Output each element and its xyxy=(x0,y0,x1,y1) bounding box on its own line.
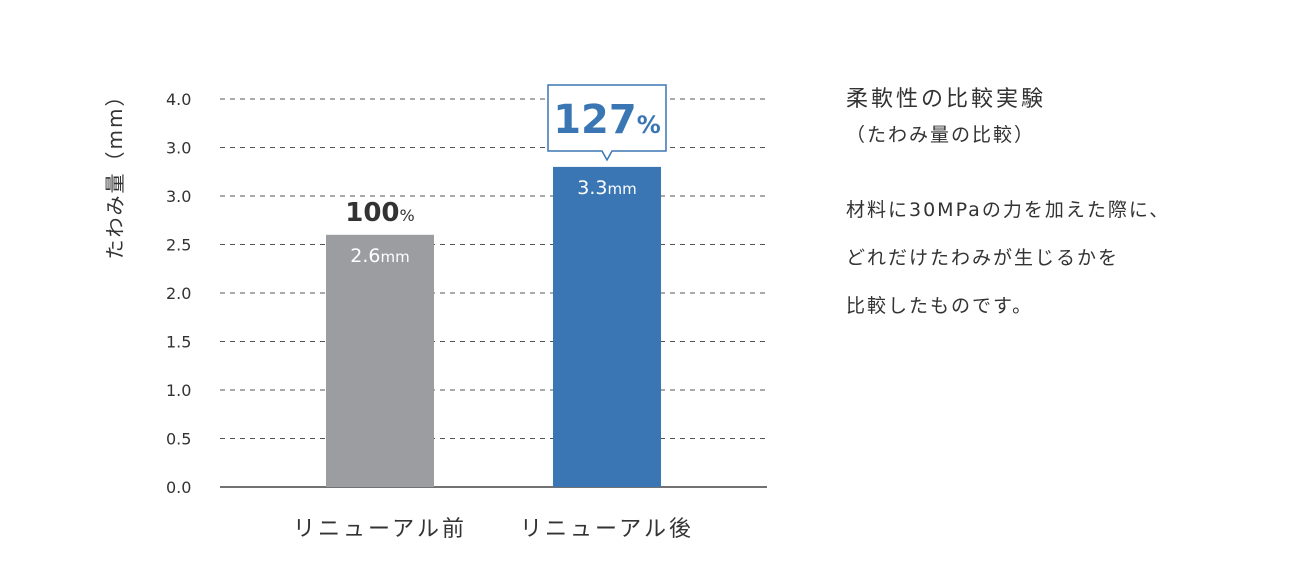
callout-box xyxy=(547,84,667,162)
bar-value-label: 2.6mm xyxy=(350,245,409,267)
percent-label: 100% xyxy=(345,198,414,228)
percent-label: 127% xyxy=(553,97,661,143)
y-tick-label: 0.0 xyxy=(166,478,191,497)
bar xyxy=(326,234,434,487)
description-line: 材料に30MPaの力を加えた際に、 xyxy=(846,199,1171,221)
y-axis-label: たわみ量（mm） xyxy=(103,85,127,260)
y-tick-label: 2.5 xyxy=(166,236,191,255)
y-tick-label: 2.0 xyxy=(166,284,191,303)
y-tick-label: 0.5 xyxy=(166,430,191,449)
description-line: どれだけたわみが生じるかを xyxy=(846,247,1120,269)
bar xyxy=(553,166,661,487)
bar-value-label: 3.3mm xyxy=(577,177,636,199)
y-tick-label: 3.0 xyxy=(166,139,191,158)
panel-subtitle: （たわみ量の比較） xyxy=(846,124,1036,146)
info-panel: 柔軟性の比較実験 （たわみ量の比較） 材料に30MPaの力を加えた際に、 どれだ… xyxy=(846,84,1286,330)
bar-chart: たわみ量（mm） 4.0 3.0 3.0 2.5 2.0 1.5 1.0 0.5 0.0 2.6mm… xyxy=(103,84,767,542)
y-tick-label: 4.0 xyxy=(166,90,191,109)
panel-description: 材料に30MPaの力を加えた際に、 どれだけたわみが生じるかを 比較したものです… xyxy=(846,186,1286,330)
panel-title: 柔軟性の比較実験 xyxy=(846,87,1047,112)
x-category-label: リニューアル後 xyxy=(520,517,694,542)
x-category-label: リニューアル前 xyxy=(293,517,467,542)
y-tick-label: 3.0 xyxy=(166,187,191,206)
description-line: 比較したものです。 xyxy=(846,295,1034,317)
y-tick-label: 1.0 xyxy=(166,381,191,400)
y-tick-label: 1.5 xyxy=(166,333,191,352)
